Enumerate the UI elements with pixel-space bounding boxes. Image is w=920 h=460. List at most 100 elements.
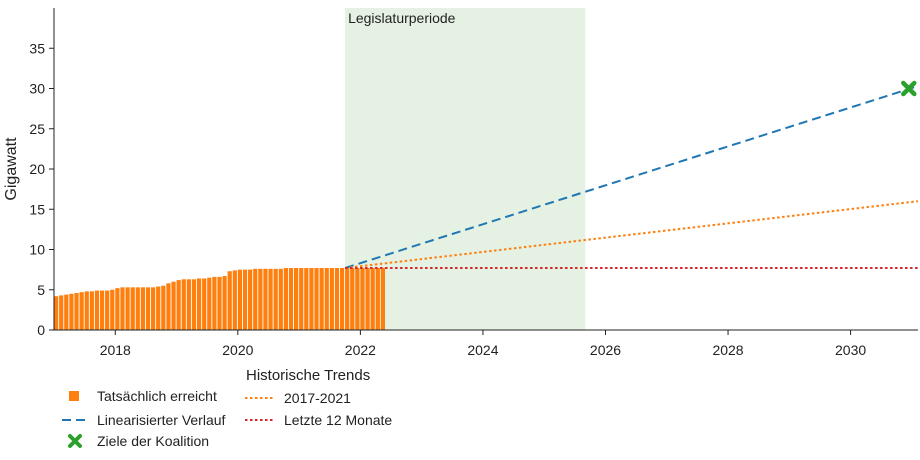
- trend-lines-group: [344, 85, 919, 270]
- y-axis-label: Gigawatt: [3, 137, 20, 201]
- bar-54: [329, 268, 334, 330]
- bar-60: [360, 268, 365, 330]
- bar-47: [294, 268, 299, 330]
- legend-line-label-2: Letzte 12 Monate: [284, 412, 392, 428]
- legend-line-label-0: Linearisierter Verlauf: [97, 412, 226, 428]
- bar-33: [222, 276, 227, 330]
- bar-64: [380, 268, 386, 330]
- y-tick-label-0: 0: [37, 322, 45, 338]
- y-tick-label-10: 10: [29, 242, 45, 258]
- legend-target-marker: [68, 434, 82, 448]
- axes-group: 0 5 10 15 20 25 30 35 2018 2020 2022 2024 2026 2028 20…: [29, 8, 918, 358]
- bar-9: [99, 290, 105, 330]
- bar-21: [161, 285, 166, 330]
- bar-41: [263, 268, 268, 330]
- bar-53: [324, 268, 329, 330]
- bar-55: [334, 268, 340, 330]
- target-group: [901, 80, 917, 97]
- bar-26: [186, 279, 191, 330]
- bar-46: [288, 268, 294, 330]
- bar-32: [217, 276, 222, 330]
- bar-61: [365, 268, 370, 330]
- trend-line-1: [344, 200, 919, 270]
- bar-62: [370, 268, 375, 330]
- legend-actual-swatch: [69, 391, 79, 401]
- bar-19: [151, 287, 156, 330]
- bar-31: [212, 276, 217, 330]
- bar-34: [227, 271, 232, 330]
- bar-23: [171, 281, 176, 330]
- bar-44: [278, 268, 283, 330]
- bar-20: [156, 286, 161, 330]
- bar-35: [232, 270, 237, 330]
- bar-14: [125, 287, 130, 330]
- bar-56: [339, 268, 345, 330]
- bar-57: [345, 268, 350, 330]
- bar-63: [375, 268, 380, 330]
- bar-10: [105, 290, 110, 330]
- bar-37: [242, 269, 248, 330]
- bar-16: [135, 287, 140, 330]
- bar-4: [74, 292, 79, 330]
- bar-36: [237, 269, 243, 330]
- bar-49: [304, 268, 309, 330]
- bar-17: [140, 287, 146, 330]
- bar-2: [64, 294, 69, 330]
- x-tick-label-2030: 2030: [835, 342, 866, 358]
- legend-group-title: Historische Trends: [246, 367, 370, 384]
- bar-1: [59, 295, 64, 330]
- x-tick-label-2024: 2024: [467, 342, 498, 358]
- legislature-label: Legislaturperiode: [348, 10, 456, 26]
- bar-48: [299, 268, 304, 330]
- legend-actual-label: Tatsächlich erreicht: [97, 388, 217, 404]
- bar-22: [166, 283, 171, 330]
- y-tick-label-30: 30: [29, 81, 45, 97]
- bar-39: [253, 268, 258, 330]
- bars-group: [54, 268, 386, 330]
- bar-50: [309, 268, 314, 330]
- y-tick-label-20: 20: [29, 161, 45, 177]
- bar-45: [283, 268, 288, 330]
- bar-18: [145, 287, 151, 330]
- bar-58: [350, 268, 355, 330]
- bar-51: [314, 268, 319, 330]
- x-tick-label-2028: 2028: [712, 342, 743, 358]
- bar-59: [355, 268, 360, 330]
- bar-6: [84, 291, 89, 330]
- bar-30: [207, 277, 212, 330]
- y-tick-label-5: 5: [37, 282, 45, 298]
- bar-8: [94, 290, 100, 330]
- x-tick-label-2022: 2022: [345, 342, 376, 358]
- x-tick-label-2026: 2026: [590, 342, 621, 358]
- bar-27: [191, 279, 197, 330]
- legislature-band: [345, 8, 586, 330]
- legend-line-label-1: 2017-2021: [284, 390, 351, 406]
- bar-42: [268, 268, 273, 330]
- bar-0: [54, 296, 59, 330]
- y-tick-label-25: 25: [29, 121, 45, 137]
- bar-3: [69, 293, 74, 330]
- bar-12: [115, 288, 120, 330]
- bar-52: [319, 268, 324, 330]
- trend-line-0: [344, 85, 919, 269]
- bar-28: [196, 278, 202, 330]
- bar-38: [248, 269, 253, 330]
- bar-11: [110, 289, 115, 330]
- legend-target-label: Ziele der Koalition: [97, 433, 209, 449]
- y-tick-label-15: 15: [29, 201, 45, 217]
- bar-29: [202, 278, 207, 330]
- bar-25: [181, 279, 186, 330]
- bar-40: [258, 268, 263, 330]
- bar-24: [176, 280, 181, 330]
- bar-15: [130, 287, 135, 330]
- x-tick-label-2018: 2018: [100, 342, 131, 358]
- target-marker: [901, 80, 917, 97]
- bar-7: [89, 291, 94, 330]
- y-tick-label-35: 35: [29, 40, 45, 56]
- x-tick-label-2020: 2020: [222, 342, 253, 358]
- bar-43: [273, 268, 278, 330]
- bar-5: [79, 292, 84, 330]
- bar-13: [120, 287, 125, 330]
- legend: Historische Trends Tatsächlich erreicht Li…: [62, 367, 392, 449]
